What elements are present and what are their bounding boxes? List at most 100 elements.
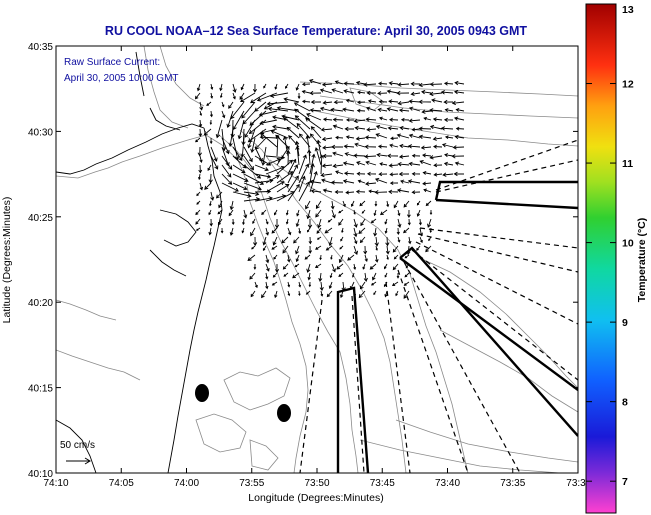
current-vector: [339, 245, 344, 250]
current-vector: [221, 173, 233, 185]
current-vector: [242, 218, 245, 226]
current-vector: [309, 153, 316, 175]
current-vector: [444, 135, 454, 140]
current-vector: [353, 118, 366, 124]
current-vector: [262, 236, 267, 246]
current-vector: [442, 172, 454, 177]
current-vector: [328, 281, 333, 290]
current-vector: [305, 290, 311, 295]
current-vector: [199, 110, 203, 117]
current-vector: [286, 149, 291, 166]
current-vector: [378, 81, 388, 86]
current-vector: [216, 191, 223, 199]
current-vector: [403, 290, 410, 299]
current-vector: [232, 146, 243, 162]
current-vector: [353, 227, 358, 238]
current-vector: [294, 140, 300, 157]
current-vector: [331, 263, 336, 273]
current-vector: [354, 142, 366, 148]
current-vector: [321, 136, 333, 142]
current-vector: [405, 263, 410, 269]
current-vector: [294, 263, 300, 268]
current-vector: [386, 89, 399, 94]
current-vector: [411, 190, 421, 195]
current-vector: [320, 172, 333, 178]
x-tick-label: 73:40: [435, 478, 460, 489]
current-vector: [321, 82, 333, 87]
current-vector: [375, 245, 378, 251]
current-vector: [251, 245, 256, 250]
current-vector: [307, 227, 311, 233]
current-vector: [261, 146, 267, 166]
current-vector: [228, 128, 234, 147]
y-tick-label: 40:30: [28, 127, 53, 138]
current-vector: [357, 90, 366, 95]
legend-line-1: Raw Surface Current:: [64, 57, 160, 68]
y-tick-label: 40:15: [28, 384, 53, 395]
current-vector: [221, 146, 230, 167]
current-vector: [377, 144, 388, 149]
current-vector: [206, 101, 212, 106]
current-vector: [374, 200, 378, 207]
y-tick-label: 40:10: [28, 469, 53, 480]
current-vector: [403, 200, 410, 208]
current-vector: [399, 143, 410, 149]
current-vector: [429, 155, 443, 160]
current-vector: [428, 236, 432, 242]
current-vector: [330, 180, 344, 185]
colorbar-tick-label: 9: [622, 317, 628, 329]
current-vector: [320, 290, 324, 297]
current-vector: [210, 146, 218, 162]
current-vector: [322, 153, 332, 159]
current-vector: [373, 290, 377, 296]
current-vector: [319, 106, 333, 112]
current-vector: [440, 126, 454, 131]
current-vector: [363, 245, 368, 255]
current-vector: [298, 290, 301, 297]
current-vector: [389, 117, 399, 122]
current-vector: [406, 245, 411, 256]
current-vector: [375, 133, 388, 139]
current-vector: [221, 110, 226, 119]
current-vector: [196, 200, 201, 205]
current-vector: [396, 227, 400, 235]
current-vector: [358, 227, 366, 234]
current-vector: [296, 209, 300, 217]
figure-title: RU COOL NOAA–12 Sea Surface Temperature:…: [105, 24, 528, 38]
current-vector: [422, 181, 432, 186]
current-vector: [397, 161, 410, 167]
current-vector: [322, 188, 333, 193]
current-vector: [379, 162, 388, 166]
current-vector: [274, 290, 278, 299]
current-vector: [433, 172, 443, 177]
current-vector: [298, 281, 302, 288]
current-vector: [221, 101, 225, 108]
current-vector: [267, 106, 289, 112]
current-vector: [444, 108, 454, 113]
current-vector: [410, 81, 421, 87]
current-vector-field: [194, 79, 465, 299]
colorbar-tick-label: 7: [622, 476, 628, 488]
current-vector: [331, 88, 344, 94]
current-vector: [429, 82, 443, 87]
current-vector: [265, 281, 269, 290]
current-vector: [273, 254, 278, 260]
current-vector: [258, 110, 278, 117]
x-tick-label: 73:45: [370, 478, 395, 489]
current-vector: [276, 159, 293, 175]
current-vector: [318, 272, 323, 282]
current-vector: [293, 102, 311, 112]
colorbar-tick-label: 13: [622, 4, 634, 16]
current-vector: [378, 172, 388, 177]
current-vector: [316, 227, 322, 234]
current-vector: [275, 264, 280, 273]
current-vector: [356, 108, 366, 113]
current-vector: [330, 200, 335, 210]
current-vector: [384, 227, 388, 234]
current-vector: [432, 136, 443, 141]
current-vector: [392, 263, 399, 271]
current-vector: [433, 144, 443, 149]
current-vector: [306, 263, 311, 273]
current-vector: [265, 263, 270, 272]
current-vector: [196, 191, 201, 197]
